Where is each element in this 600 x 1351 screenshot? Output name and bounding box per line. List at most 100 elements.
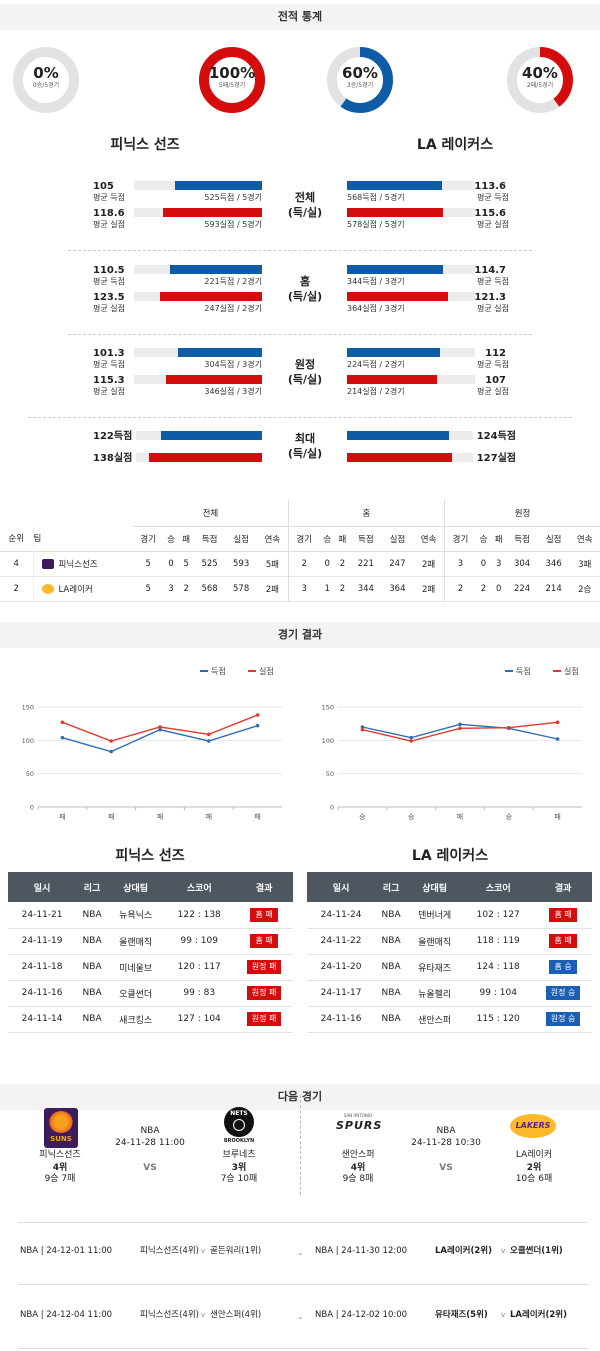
standings-table: 전체 홈 원정 순위 팀 경기 승 패 득점 실점 연속 경기 승 패 득점 실점 연속 경기 승 패 득점 실점 연… <box>0 500 600 602</box>
standings-cell: 3 <box>496 558 502 569</box>
game-league: NBA <box>76 980 108 1007</box>
standings-cell: 2패 <box>265 584 279 595</box>
away-stat-value: 107 <box>485 375 506 386</box>
away-bar-label: 364실점 / 3경기 <box>347 304 405 313</box>
chevron-down-icon: ⌄ <box>297 1248 304 1257</box>
game-score: 124 : 118 <box>462 954 535 981</box>
home-bar-1-1 <box>160 292 262 301</box>
games-header: 상대팀 <box>108 872 164 902</box>
home-bar-label: 593실점 / 5경기 <box>204 220 262 229</box>
standings-cell: 5 <box>183 558 189 569</box>
standings-header: 득점 <box>201 534 218 545</box>
standings-cell: 221 <box>357 558 374 569</box>
home-stat-label: 평균 득점 <box>93 193 125 202</box>
home-results-title: 피닉스 선즈 <box>115 848 185 864</box>
upcoming-left-team2[interactable]: 샌안스퍼(4위) <box>210 1310 262 1320</box>
away-stat-value: 113.6 <box>474 181 506 192</box>
game-row: 24-11-17 NBA 뉴올펠리 99 : 104 원정 승 <box>307 980 592 1007</box>
donut-sub: 2패/5경기 <box>526 82 554 89</box>
results-section-title: 경기 결과 <box>0 622 600 648</box>
game-score: 118 : 119 <box>462 928 535 955</box>
away-bar-label: 214실점 / 2경기 <box>347 387 405 396</box>
game-opponent[interactable]: 뉴올펠리 <box>407 980 463 1007</box>
stat-group-label: 전체 <box>294 191 316 204</box>
stat-group-label: 최대 <box>294 432 316 445</box>
upcoming-divider-top <box>18 1222 588 1223</box>
stat-group-sublabel: (득/실) <box>287 290 323 303</box>
home-bar-0-1 <box>163 208 262 217</box>
standings-cell: 2 <box>339 583 346 594</box>
game-opponent[interactable]: 새크킹스 <box>108 1006 164 1033</box>
game-opponent[interactable]: 샌안스퍼 <box>407 1006 463 1033</box>
game-opponent[interactable]: 올랜매직 <box>407 928 463 955</box>
game-date: 24-11-18 <box>8 954 77 981</box>
home-bar-1-0 <box>170 265 262 274</box>
donut-sub: 3승/5경기 <box>346 82 374 89</box>
upcoming-left-team1[interactable]: 피닉스선즈(4위) <box>140 1310 199 1320</box>
standings-header: 연속 <box>576 534 593 545</box>
upcoming-right-team1[interactable]: LA레이커(2위) <box>435 1246 492 1256</box>
data-point <box>507 725 511 730</box>
game-opponent[interactable]: 유타재즈 <box>407 954 463 981</box>
home-bar-label: 304득점 / 3경기 <box>204 360 262 369</box>
game-opponent[interactable]: 오클썬더 <box>108 980 164 1007</box>
away-bar-label: 578실점 / 5경기 <box>347 220 405 229</box>
donut-pct: 40% <box>522 64 558 82</box>
vs-icon: v <box>501 1247 506 1255</box>
next-right-rec2: 10승 6패 <box>515 1174 553 1184</box>
standings-group-away: 원정 <box>444 500 600 527</box>
upcoming-right-team1[interactable]: 유타재즈(5위) <box>435 1310 488 1320</box>
next-right-rec1: 9승 8패 <box>342 1174 374 1184</box>
data-point <box>458 726 462 731</box>
standings-team[interactable]: LA레이커 <box>58 584 93 595</box>
data-point <box>458 722 462 727</box>
away-stat-value: 127실점 <box>476 453 516 464</box>
game-date: 24-11-17 <box>307 980 376 1007</box>
away-bar-0-1 <box>347 208 443 217</box>
stat-separator <box>28 417 572 418</box>
data-point <box>409 739 413 743</box>
upcoming-right-team2[interactable]: 오클썬더(1위) <box>510 1246 563 1256</box>
game-opponent[interactable]: 덴버너게 <box>407 902 463 929</box>
upcoming-right-info: NBA | 24-11-30 12:00 <box>315 1246 408 1256</box>
stat-group-sublabel: (득/실) <box>287 447 323 460</box>
games-header: 리그 <box>76 872 108 902</box>
game-opponent[interactable]: 뉴욕닉스 <box>108 902 164 929</box>
next-right-league: NBA <box>436 1126 456 1136</box>
game-opponent[interactable]: 올랜매직 <box>108 928 164 955</box>
home-stat-label: 평균 득점 <box>93 277 125 286</box>
next-left-team1[interactable]: 피닉스선즈 <box>39 1150 81 1160</box>
away-bar-label: 344득점 / 3경기 <box>347 277 405 286</box>
game-result-badge: 홈 패 <box>250 934 278 948</box>
next-right-time: 24-11-28 10:30 <box>411 1138 481 1148</box>
game-league: NBA <box>76 928 108 955</box>
game-league: NBA <box>375 1006 407 1033</box>
x-tick-label: 패 <box>457 812 463 821</box>
away-bar-2-1 <box>347 375 437 384</box>
game-league: NBA <box>375 928 407 955</box>
home-stat-value: 123.5 <box>93 292 125 303</box>
home-stat-label: 평균 실점 <box>93 304 125 313</box>
legend-score-label: 득점 <box>211 666 226 676</box>
upcoming-left-team1[interactable]: 피닉스선즈(4위) <box>140 1246 199 1256</box>
home-bar-label: 221득점 / 2경기 <box>204 277 262 286</box>
stat-group-sublabel: (득/실) <box>287 373 323 386</box>
game-opponent[interactable]: 미네울브 <box>108 954 164 981</box>
stat-group-label: 홈 <box>299 275 311 288</box>
game-result-badge: 원정 승 <box>545 1012 581 1026</box>
legend-concede-label: 실점 <box>564 666 579 676</box>
standings-team[interactable]: 피닉스선즈 <box>58 559 98 570</box>
stat-separator <box>68 250 532 251</box>
next-right-team2[interactable]: LA레이커 <box>515 1150 553 1160</box>
upcoming-left-team2[interactable]: 골든워리(1위) <box>210 1246 262 1256</box>
next-right-team1[interactable]: 샌안스퍼 <box>341 1150 375 1160</box>
game-result-badge: 원정 패 <box>246 960 282 974</box>
away-stat-label: 평균 실점 <box>477 387 509 396</box>
game-league: NBA <box>375 902 407 929</box>
next-left-team2[interactable]: 브루네츠 <box>222 1150 256 1160</box>
x-tick-label: 승 <box>359 813 366 821</box>
game-date: 24-11-21 <box>8 902 77 929</box>
upcoming-right-team2[interactable]: LA레이커(2위) <box>510 1310 567 1320</box>
standings-cell: 2패 <box>421 584 436 595</box>
